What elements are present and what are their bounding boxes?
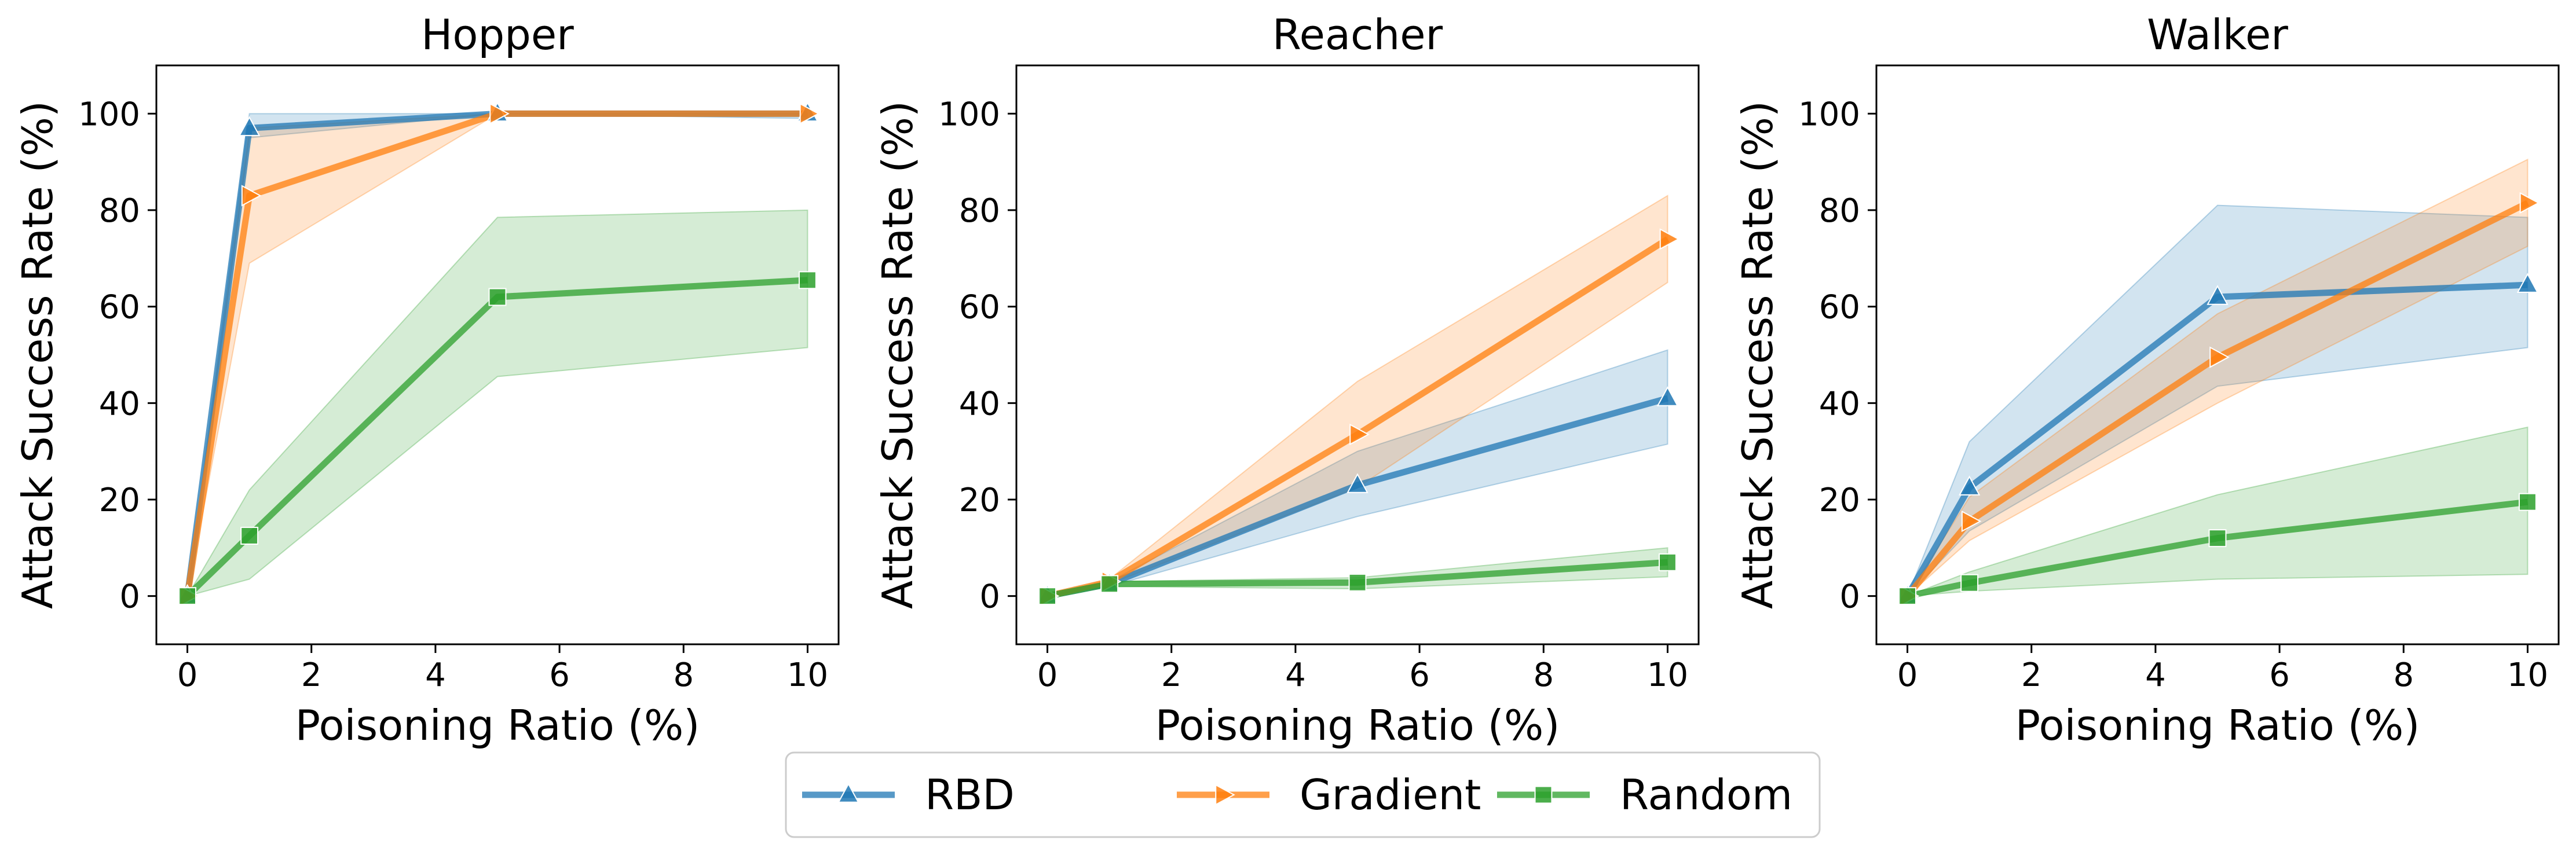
y-tick-label: 60	[1819, 289, 1860, 326]
legend-label: RBD	[925, 770, 1015, 819]
axes-frame	[155, 64, 840, 645]
panel-title: Hopper	[421, 10, 574, 59]
x-tick-label: 4	[425, 656, 446, 694]
panel-title: Reacher	[1272, 10, 1443, 59]
y-tick-label: 100	[938, 96, 1000, 133]
series-line-random	[1907, 498, 2529, 600]
data-point-random-x5	[1348, 573, 1367, 592]
x-tick-label: 10	[787, 656, 828, 694]
legend-item-gradient: Gradient	[1177, 770, 1481, 819]
data-point-random-x5	[488, 288, 507, 306]
x-tick-label: 0	[1037, 656, 1058, 694]
panel-title: Walker	[2147, 10, 2288, 59]
y-tick-label: 20	[1819, 482, 1860, 519]
y-tick-label: 60	[959, 289, 1000, 326]
x-tick-label: 6	[2269, 656, 2290, 694]
y-axis-label: Attack Success Rate (%)	[873, 101, 922, 609]
legend-item-rbd: RBD	[802, 770, 1015, 819]
x-tick-label: 8	[673, 656, 694, 694]
legend-marker-random	[1534, 786, 1553, 804]
data-point-random-x0	[178, 587, 196, 606]
legend-marker-rbd	[837, 783, 859, 803]
data-point-rbd-x1	[1958, 475, 1981, 496]
data-point-gradient-x10	[2519, 192, 2540, 214]
y-tick-label: 40	[99, 385, 140, 423]
data-point-gradient-x10	[1659, 228, 1680, 250]
data-point-rbd-x5	[1346, 473, 1368, 493]
plot-area	[1046, 195, 1670, 600]
data-point-gradient-x5	[2209, 346, 2230, 368]
series-line-rbd	[1904, 281, 2528, 598]
x-tick-label: 8	[2393, 656, 2414, 694]
y-tick-label: 20	[99, 482, 140, 519]
series-line-random	[185, 277, 808, 599]
legend-label: Random	[1620, 770, 1792, 819]
data-point-gradient-x10	[799, 102, 820, 125]
y-axis-label: Attack Success Rate (%)	[1733, 101, 1782, 609]
y-tick-label: 40	[959, 385, 1000, 423]
y-tick-label: 40	[1819, 385, 1860, 423]
y-axis-label: Attack Success Rate (%)	[13, 101, 62, 609]
legend-box	[785, 751, 1821, 838]
x-tick-label: 2	[301, 656, 322, 694]
legend-label: Gradient	[1300, 770, 1481, 819]
data-point-random-x0	[1898, 587, 1916, 606]
data-point-random-x1	[1100, 575, 1119, 593]
y-tick-label: 20	[959, 482, 1000, 519]
x-tick-label: 2	[2021, 656, 2042, 694]
x-tick-label: 2	[1161, 656, 1182, 694]
legend-marker-gradient	[1215, 784, 1235, 806]
data-point-rbd-x5	[2207, 285, 2229, 305]
legend: RBD Gradient Random	[785, 751, 1821, 838]
data-point-rbd-x10	[2516, 273, 2539, 293]
y-tick-label: 80	[1819, 192, 1860, 230]
x-tick-label: 6	[549, 656, 570, 694]
x-axis-label: Poisoning Ratio (%)	[1155, 701, 1560, 750]
y-tick-label: 100	[78, 96, 140, 133]
y-tick-label: 80	[959, 192, 1000, 230]
y-tick-label: 100	[1798, 96, 1860, 133]
x-tick-label: 8	[1533, 656, 1554, 694]
x-tick-label: 4	[1285, 656, 1306, 694]
data-point-random-x10	[2519, 493, 2537, 511]
band-random	[186, 209, 808, 597]
axes-frame	[1015, 64, 1700, 645]
data-point-gradient-x5	[1349, 423, 1370, 446]
data-point-random-x1	[240, 527, 259, 545]
data-point-rbd-x1	[238, 116, 261, 137]
data-point-random-x10	[1659, 553, 1677, 571]
legend-item-random: Random	[1497, 770, 1792, 819]
y-tick-label: 60	[99, 289, 140, 326]
axes-frame	[1875, 64, 2560, 645]
series-line-random	[1046, 559, 1668, 600]
data-point-gradient-x1	[1961, 510, 1982, 533]
data-point-random-x1	[1960, 574, 1979, 592]
x-tick-label: 10	[1647, 656, 1688, 694]
y-tick-label: 0	[979, 578, 1000, 616]
x-axis-label: Poisoning Ratio (%)	[295, 701, 700, 750]
x-tick-label: 4	[2145, 656, 2166, 694]
series-line-gradient	[1905, 200, 2529, 599]
data-point-random-x10	[799, 271, 817, 289]
x-tick-label: 0	[177, 656, 198, 694]
plot-area	[1904, 158, 2529, 600]
x-tick-label: 0	[1897, 656, 1918, 694]
data-point-random-x0	[1038, 587, 1056, 606]
data-point-rbd-x10	[1656, 386, 1679, 406]
x-tick-label: 10	[2507, 656, 2548, 694]
x-axis-label: Poisoning Ratio (%)	[2015, 701, 2420, 750]
series-line-gradient	[184, 110, 808, 597]
y-tick-label: 0	[119, 578, 140, 616]
y-tick-label: 80	[99, 192, 140, 230]
plot-area	[184, 110, 808, 599]
data-point-gradient-x5	[489, 102, 510, 125]
data-point-random-x5	[2208, 529, 2227, 548]
x-tick-label: 6	[1409, 656, 1430, 694]
y-tick-label: 0	[1839, 578, 1860, 616]
data-point-gradient-x1	[241, 185, 262, 207]
